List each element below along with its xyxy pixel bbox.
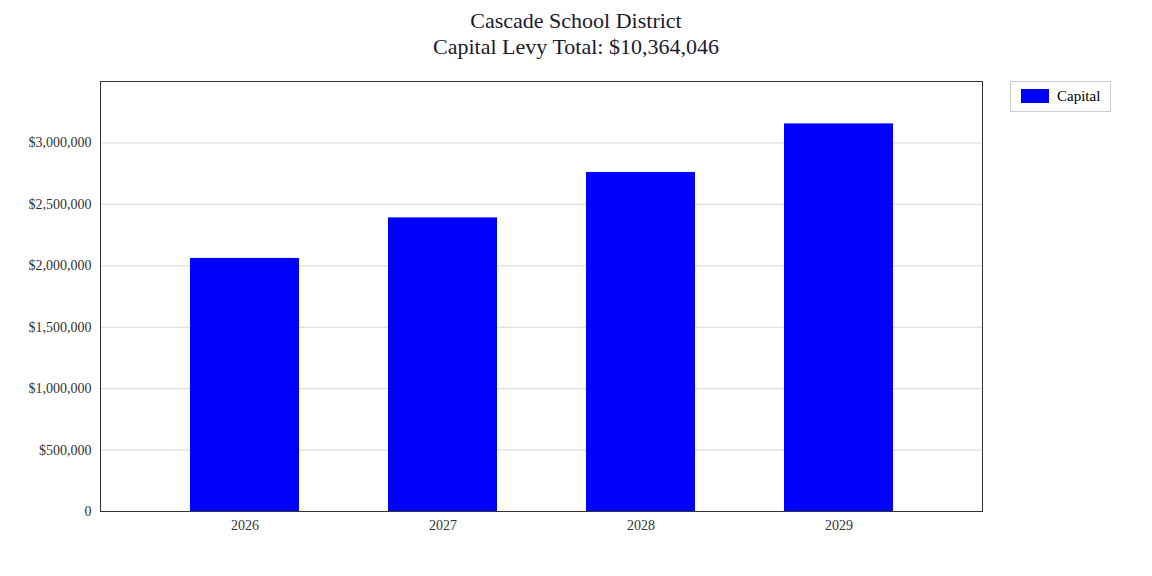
html-text:Capital Levy Total: $10,364,04: Capital Levy Total: $10,364,046 bbox=[433, 34, 719, 60]
svg-text:$2,000,000: $2,000,000 bbox=[29, 258, 92, 273]
svg-text:$2,500,000: $2,500,000 bbox=[29, 197, 92, 212]
html-text:Cascade School District: Cascade School District bbox=[470, 8, 682, 33]
svg-text:0: 0 bbox=[85, 504, 92, 519]
svg-text:$1,000,000: $1,000,000 bbox=[29, 381, 92, 396]
svg-text:2029: 2029 bbox=[825, 518, 853, 533]
svg-text:$500,000: $500,000 bbox=[39, 442, 92, 457]
svg-text:$1,500,000: $1,500,000 bbox=[29, 319, 92, 334]
html-text:Capital: Capital bbox=[1057, 87, 1101, 104]
svg-text:$3,000,000: $3,000,000 bbox=[29, 135, 92, 150]
svg-text:2028: 2028 bbox=[627, 518, 655, 533]
svg-text:2027: 2027 bbox=[429, 518, 457, 533]
svg-text:2026: 2026 bbox=[231, 518, 259, 533]
